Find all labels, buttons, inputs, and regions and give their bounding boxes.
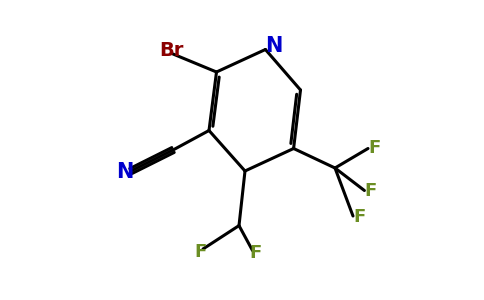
Text: N: N [116, 162, 133, 182]
Text: F: F [353, 208, 366, 226]
Text: F: F [249, 244, 262, 262]
Text: Br: Br [159, 41, 184, 60]
Text: F: F [368, 139, 381, 157]
Text: F: F [195, 243, 207, 261]
Text: F: F [365, 182, 377, 200]
Text: N: N [265, 37, 283, 56]
